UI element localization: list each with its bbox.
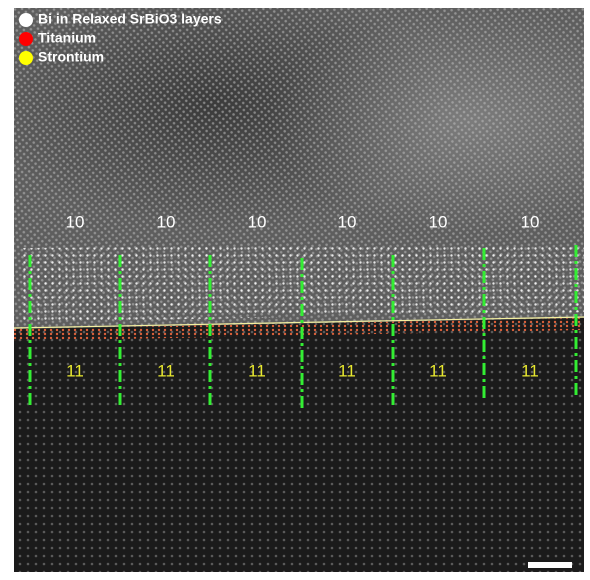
lower-label: 11 [338,361,356,380]
legend-marker [19,13,33,27]
legend-marker [19,32,33,46]
upper-label: 10 [429,212,448,231]
lower-label: 11 [66,361,84,380]
legend-label: Bi in Relaxed SrBiO3 layers [38,11,222,27]
legend-marker [19,51,33,65]
upper-label: 10 [66,212,85,231]
lower-label: 11 [429,361,447,380]
legend-label: Titanium [38,30,96,46]
upper-label: 10 [521,212,540,231]
legend-label: Strontium [38,49,104,65]
scale-bar [528,562,572,568]
lower-label: 11 [248,361,266,380]
lower-label: 11 [521,361,539,380]
lower-label: 11 [157,361,175,380]
upper-label: 10 [248,212,267,231]
upper-label: 10 [157,212,176,231]
upper-label: 10 [338,212,357,231]
micrograph: Bi in Relaxed SrBiO3 layers Titanium Stron… [0,0,590,575]
